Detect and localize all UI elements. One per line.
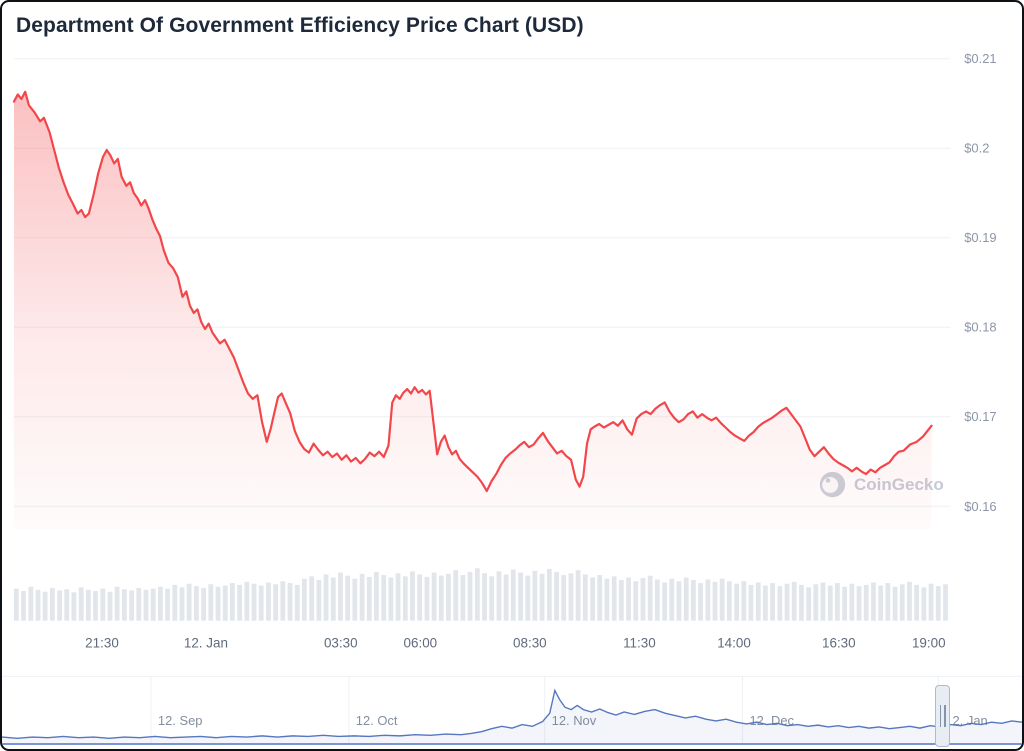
x-tick-label: 12. Jan bbox=[184, 636, 228, 651]
handle-grip-icon bbox=[939, 705, 941, 727]
x-tick-label: 19:00 bbox=[912, 636, 946, 651]
x-tick-label: 16:30 bbox=[822, 636, 856, 651]
x-axis-labels: 21:30 12. Jan 03:30 06:00 08:30 11:30 14:00 16:… bbox=[85, 636, 945, 651]
x-tick-label: 03:30 bbox=[324, 636, 358, 651]
x-tick-label: 11:30 bbox=[623, 636, 656, 651]
nav-tick-label: 12. Nov bbox=[552, 713, 597, 728]
nav-tick-label: 12. Sep bbox=[158, 713, 203, 728]
navigator-handle[interactable] bbox=[935, 685, 950, 747]
handle-grip-icon bbox=[944, 705, 946, 727]
price-line[interactable] bbox=[12, 90, 933, 493]
y-tick-label: $0.16 bbox=[964, 499, 996, 514]
navigator-line[interactable] bbox=[2, 688, 1022, 739]
page-title: Department Of Government Efficiency Pric… bbox=[16, 14, 584, 37]
price-area bbox=[13, 91, 932, 530]
nav-tick-label: 12. Oct bbox=[356, 713, 398, 728]
x-tick-label: 06:00 bbox=[404, 636, 438, 651]
navigator-area bbox=[2, 690, 1022, 744]
y-tick-label: $0.21 bbox=[964, 51, 996, 66]
y-tick-label: $0.2 bbox=[964, 141, 989, 156]
y-tick-label: $0.17 bbox=[964, 409, 996, 424]
y-tick-label: $0.19 bbox=[964, 230, 996, 245]
y-tick-label: $0.18 bbox=[964, 320, 996, 335]
x-tick-label: 14:00 bbox=[717, 636, 751, 651]
x-tick-label: 21:30 bbox=[85, 636, 119, 651]
x-tick-label: 08:30 bbox=[513, 636, 547, 651]
y-axis-labels: $0.21 $0.2 $0.19 $0.18 $0.17 $0.16 bbox=[964, 51, 996, 514]
volume-bars bbox=[13, 568, 948, 621]
